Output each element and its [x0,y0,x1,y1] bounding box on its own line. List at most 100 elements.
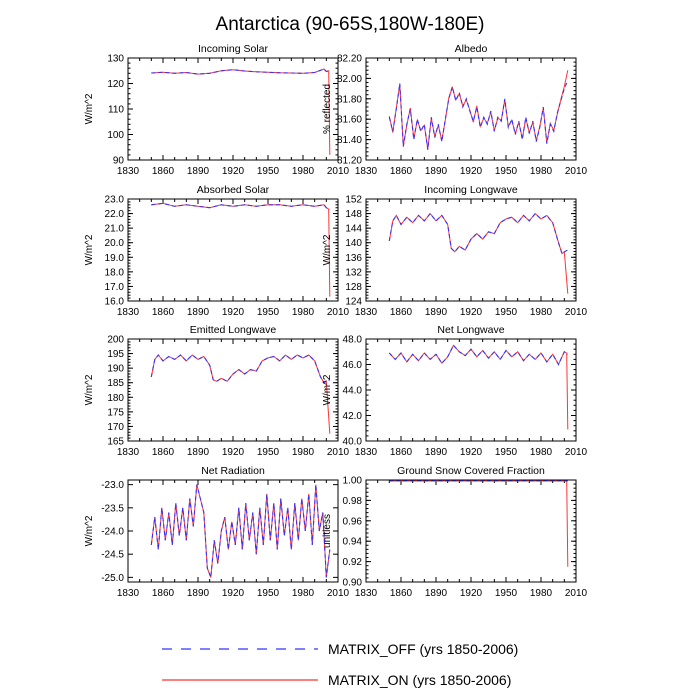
series-line-matrix-on-incoming-solar [151,68,331,155]
x-tick-label: 2010 [565,307,588,318]
y-tick-label: 40.0 [343,437,363,448]
x-tick-label: 1890 [187,166,210,177]
y-tick-label: 44.0 [343,386,363,397]
y-tick-label: 81.20 [337,156,362,167]
y-tick-label: 18.0 [105,267,125,278]
y-tick-label: 17.0 [105,282,125,293]
plot-frame-incoming-longwave [365,198,577,302]
x-tick-label: 1830 [117,588,140,599]
x-tick-label: 2010 [565,166,588,177]
y-tick-label: 0.92 [343,557,363,568]
plot-frame-net-longwave [365,338,577,442]
panel-title-albedo: Albedo [455,43,488,55]
panel-ground-snow-covered-fraction: Ground Snow Covered Fraction 1830 1860 1890… [322,465,588,599]
x-tick-label: 2010 [565,447,588,458]
series-line-matrix-off-net-radiation [150,484,331,578]
x-tick-label: 1830 [117,307,140,318]
x-tick-label: 1950 [257,588,280,599]
y-axis-label-emitted-longwave: W/m^2 [84,374,95,405]
x-tick-label: 1950 [257,166,280,177]
y-tick-label: 195 [107,349,124,360]
x-tick-label: 1950 [257,307,280,318]
panel-incoming-solar: Incoming Solar 1830 1860 1890 1920 1950 1980 20… [84,43,350,177]
y-tick-label: 19.0 [105,253,125,264]
y-axis-label-net-longwave: W/m^2 [322,374,333,405]
x-tick-label: 1920 [460,588,483,599]
series-line-matrix-on-absorbed-solar [151,202,331,297]
y-axis-label-incoming-longwave: W/m^2 [322,234,333,265]
y-tick-label: 200 [107,335,124,346]
y-tick-label: 148 [345,209,362,220]
y-tick-label: 144 [345,224,362,235]
legend-label-matrix-on: MATRIX_ON (yrs 1850-2006) [328,672,511,688]
x-tick-label: 2010 [327,166,350,177]
x-tick-label: 1830 [117,447,140,458]
y-tick-label: 48.0 [343,335,363,346]
x-tick-label: 1830 [355,307,378,318]
x-tick-label: 1980 [292,588,315,599]
x-tick-label: 1950 [495,588,518,599]
x-tick-label: 1920 [460,166,483,177]
panel-absorbed-solar: Absorbed Solar 1830 1860 1890 1920 1950 1980 20… [84,184,350,318]
x-tick-label: 1830 [355,447,378,458]
x-tick-label: 1830 [355,166,378,177]
series-line-matrix-off-net-longwave [388,344,569,366]
x-tick-label: 1860 [152,447,175,458]
x-tick-label: 1950 [495,166,518,177]
x-tick-label: 1860 [390,447,413,458]
y-tick-label: 140 [345,238,362,249]
series-line-matrix-off-albedo [388,80,569,150]
series-line-matrix-off-emitted-longwave [150,354,331,384]
plot-frame-absorbed-solar [127,198,339,302]
x-tick-label: 1860 [390,166,413,177]
y-tick-label: 152 [345,195,362,206]
y-tick-label: 190 [107,364,124,375]
x-tick-label: 1980 [530,307,553,318]
legend-label-matrix-off: MATRIX_OFF (yrs 1850-2006) [328,641,518,657]
plot-frame-emitted-longwave [127,338,339,442]
y-tick-label: 1.00 [343,476,363,487]
x-tick-label: 1830 [117,166,140,177]
panel-title-net-longwave: Net Longwave [437,324,504,336]
x-tick-label: 2010 [327,447,350,458]
y-tick-label: 110 [108,105,124,116]
y-tick-label: 0.94 [343,537,363,548]
x-tick-label: 1980 [292,166,315,177]
panel-title-absorbed-solar: Absorbed Solar [197,184,270,196]
x-tick-label: 1890 [187,588,210,599]
y-tick-label: 42.0 [343,411,363,422]
y-tick-label: 0.90 [343,578,363,589]
panel-title-incoming-longwave: Incoming Longwave [424,184,518,196]
panel-net-longwave: Net Longwave 1830 1860 1890 1920 1950 1980 2010… [322,324,588,458]
y-axis-label-ground-snow-covered-fraction: unitless [322,514,333,548]
y-tick-label: 175 [107,407,124,418]
x-tick-label: 1950 [257,447,280,458]
y-tick-label: 21.0 [105,224,125,235]
y-tick-label: -25.0 [101,573,124,584]
x-tick-label: 1860 [152,307,175,318]
series-line-matrix-off-incoming-longwave [388,212,569,255]
figure-title: Antarctica (90-65S,180W-180E) [216,14,485,35]
x-tick-label: 1920 [460,447,483,458]
y-tick-label: 130 [107,54,124,65]
y-tick-label: -24.0 [101,527,124,538]
x-tick-label: 1890 [425,447,448,458]
panels-group: Incoming Solar 1830 1860 1890 1920 1950 1980 20… [84,43,588,599]
y-tick-label: 132 [345,267,362,278]
y-tick-label: 0.98 [343,496,363,507]
y-tick-label: 100 [107,130,124,141]
series-line-matrix-off-absorbed-solar [151,202,330,210]
panel-title-incoming-solar: Incoming Solar [198,43,269,55]
series-line-matrix-off-incoming-solar [151,68,330,75]
y-tick-label: 82.00 [337,74,362,85]
y-tick-label: 165 [107,437,124,448]
y-tick-label: 23.0 [105,195,125,206]
x-tick-label: 1980 [292,447,315,458]
plot-frame-ground-snow-covered-fraction [365,479,577,583]
x-tick-label: 1860 [152,588,175,599]
x-tick-label: 1860 [152,166,175,177]
x-tick-label: 1980 [530,588,553,599]
x-tick-label: 1920 [222,447,245,458]
y-tick-label: 170 [107,422,124,433]
